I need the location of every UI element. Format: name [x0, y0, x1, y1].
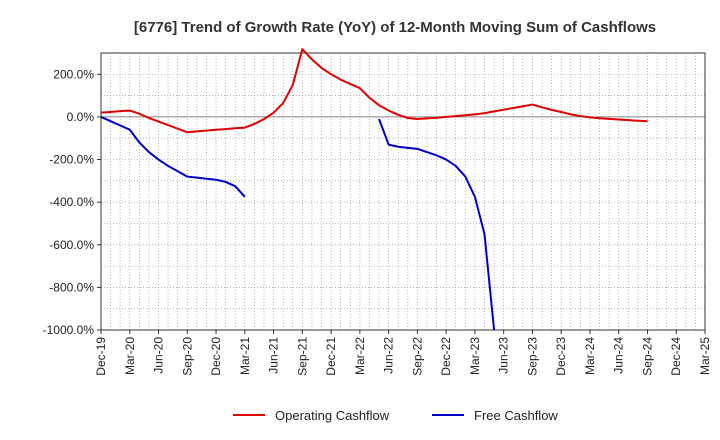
y-tick-label: -1000.0% [43, 323, 95, 337]
chart-title: [6776] Trend of Growth Rate (YoY) of 12-… [134, 19, 656, 36]
legend-label: Free Cashflow [474, 408, 558, 423]
x-tick-label: Mar-24 [583, 337, 597, 375]
y-axis: 200.0% 0.0% -200.0% -400.0% -600.0% -800.0% -1… [43, 67, 101, 337]
x-tick-label: Dec-19 [94, 337, 108, 376]
x-tick-label: Mar-21 [238, 337, 252, 375]
x-tick-label: Jun-22 [382, 337, 396, 374]
x-tick-label: Jun-20 [152, 337, 166, 374]
x-tick-label: Dec-22 [439, 337, 453, 376]
y-tick-label: -800.0% [49, 280, 94, 294]
series-group [100, 48, 648, 331]
x-tick-label: Mar-22 [353, 337, 367, 375]
plot-frame [100, 52, 706, 331]
y-tick-label: -200.0% [49, 153, 94, 167]
x-tick-label: Sep-22 [410, 337, 424, 376]
x-tick-label: Dec-24 [669, 337, 683, 376]
legend-label: Operating Cashflow [275, 408, 390, 423]
x-tick-label: Sep-23 [525, 337, 539, 376]
x-tick-label: Dec-21 [324, 337, 338, 376]
legend: Operating Cashflow Free Cashflow [233, 408, 558, 423]
x-tick-label: Jun-24 [612, 337, 626, 374]
x-tick-label: Jun-21 [267, 337, 281, 374]
x-tick-label: Mar-20 [123, 337, 137, 375]
y-tick-label: 0.0% [67, 110, 95, 124]
y-tick-label: 200.0% [53, 67, 94, 81]
x-tick-label: Dec-23 [554, 337, 568, 376]
x-tick-label: Mar-25 [698, 337, 712, 375]
y-tick-label: -600.0% [49, 238, 94, 252]
x-tick-label: Dec-20 [209, 337, 223, 376]
plot-border [100, 52, 706, 331]
series-line-free-cashflow [100, 116, 246, 198]
series-line-operating-cashflow [100, 48, 648, 134]
series-line-free-cashflow [378, 118, 496, 331]
x-tick-label: Sep-20 [180, 337, 194, 376]
x-axis: Dec-19 Mar-20 Jun-20 Sep-20 Dec-20 Mar-21 Jun-… [94, 330, 712, 376]
y-tick-label: -400.0% [49, 195, 94, 209]
x-tick-label: Jun-23 [497, 337, 511, 374]
x-tick-label: Sep-21 [295, 337, 309, 376]
x-tick-label: Sep-24 [640, 337, 654, 376]
x-tick-label: Mar-23 [468, 337, 482, 375]
grid [101, 53, 705, 330]
